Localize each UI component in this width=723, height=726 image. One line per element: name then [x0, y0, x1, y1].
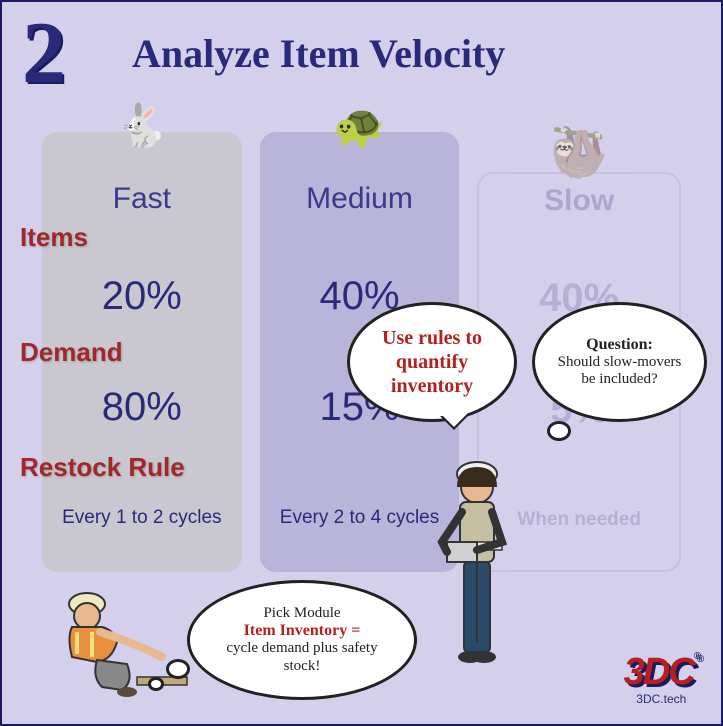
fast-restock-rule: Every 1 to 2 cycles — [54, 506, 230, 531]
formula-line1: Pick Module — [263, 605, 340, 622]
logo: 3DC® 3DC.tech — [624, 651, 699, 706]
formula-line3: cycle demand plus safety stock! — [210, 640, 394, 675]
step-number: 2 — [22, 14, 66, 93]
medium-restock-rule: Every 2 to 4 cycles — [272, 506, 448, 531]
row-label-restock: Restock Rule — [20, 452, 185, 483]
logo-mark: 3DC — [624, 651, 694, 693]
row-label-items: Items — [20, 222, 88, 253]
column-fast-title: Fast — [54, 182, 230, 216]
rabbit-icon: 🐇 — [116, 102, 168, 151]
engineer-standing-icon — [422, 442, 532, 682]
thought-question-label: Question: — [586, 336, 653, 354]
worker-kneeling-icon — [42, 582, 192, 702]
fast-demand-pct: 80% — [54, 385, 230, 430]
speech-text: Use rules to quantify inventory — [370, 326, 494, 398]
column-medium-title: Medium — [272, 182, 448, 216]
logo-site: 3DC.tech — [624, 692, 699, 706]
formula-line2: Item Inventory = — [244, 622, 361, 640]
turtle-icon: 🐢 — [333, 102, 385, 151]
thought-bubble-question: Question: Should slow-movers be included… — [532, 302, 707, 422]
fast-items-pct: 20% — [54, 274, 230, 319]
row-label-demand: Demand — [20, 337, 123, 368]
speech-bubble-rules: Use rules to quantify inventory — [347, 302, 517, 422]
column-slow-title: Slow — [491, 184, 667, 218]
thought-bubble-formula: Pick Module Item Inventory = cycle deman… — [187, 580, 417, 700]
page-title: Analyze Item Velocity — [132, 30, 505, 77]
thought-question-body: Should slow-movers be included? — [555, 354, 684, 389]
sloth-icon: 🦥 — [549, 124, 609, 181]
